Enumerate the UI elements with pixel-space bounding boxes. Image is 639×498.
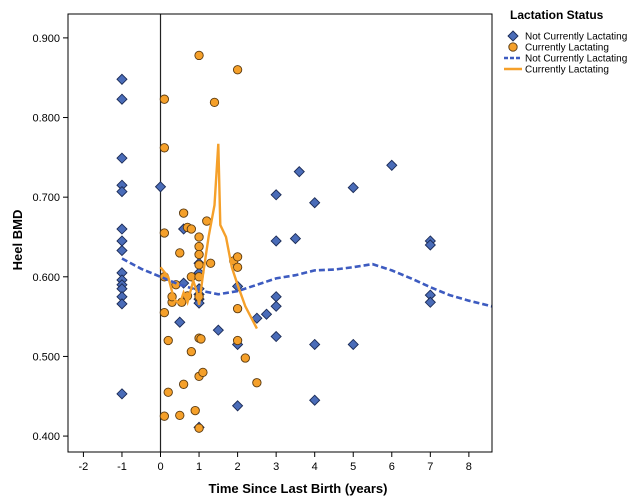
not-lactating-point xyxy=(116,244,128,257)
lactating-point xyxy=(194,232,204,242)
not-lactating-point xyxy=(116,93,128,105)
not-lactating-point xyxy=(116,185,128,198)
x-tick-label: 3 xyxy=(273,461,279,473)
not-lactating-point xyxy=(309,197,321,209)
not-lactating-point xyxy=(289,232,302,245)
y-tick-label: 0.700 xyxy=(32,192,60,204)
x-tick-label: 1 xyxy=(196,461,202,473)
lactating-point xyxy=(159,143,170,153)
not-lactating-fit-line xyxy=(121,257,492,308)
lactating-point xyxy=(190,405,200,416)
legend: Lactation Status Not Currently Lactating… xyxy=(504,8,627,76)
lactating-point xyxy=(186,347,196,357)
lactating-point xyxy=(175,410,185,421)
lactating-point xyxy=(194,260,204,270)
lactating-point xyxy=(159,307,170,318)
lactating-point xyxy=(252,378,262,388)
axes: -2 -1 0 1 2 3 4 5 6 7 8 0.400 0.500 0.600 0.700 0.800 0.… xyxy=(32,13,493,473)
x-tick-label: 4 xyxy=(312,461,318,473)
not-lactating-point xyxy=(116,298,128,310)
plot-area xyxy=(116,14,492,452)
not-lactating-point xyxy=(116,223,128,235)
not-lactating-point xyxy=(116,152,128,164)
x-tick-label: -2 xyxy=(79,461,89,473)
not-lactating-point xyxy=(309,338,321,351)
not-lactating-point xyxy=(177,277,190,289)
y-tick-label: 0.600 xyxy=(32,272,60,284)
y-tick-label: 0.500 xyxy=(32,351,60,363)
plot-frame xyxy=(67,13,493,453)
legend-label: Currently Lactating xyxy=(525,43,609,54)
not-lactating-point xyxy=(270,330,282,343)
not-lactating-point xyxy=(347,338,359,351)
lactating-point xyxy=(178,208,189,218)
y-tick-label: 0.900 xyxy=(32,33,60,45)
lactating-point xyxy=(202,216,212,226)
lactating-fit-line xyxy=(159,143,258,330)
legend-title: Lactation Status xyxy=(510,8,604,22)
not-lactating-point xyxy=(270,291,282,303)
not-lactating-point xyxy=(251,312,263,324)
x-tick-label: -1 xyxy=(117,461,127,473)
lactating-point xyxy=(186,272,196,282)
lactating-point xyxy=(194,50,204,61)
x-tick-label: 6 xyxy=(389,461,395,473)
lactating-point xyxy=(159,228,170,238)
not-lactating-point xyxy=(270,300,282,312)
not-lactating-point xyxy=(231,400,244,412)
lactating-point xyxy=(194,249,204,260)
lactating-point xyxy=(175,248,185,258)
y-tick-label: 0.800 xyxy=(32,113,60,125)
legend-circle-icon xyxy=(508,42,518,52)
x-tick-label: 5 xyxy=(350,461,356,473)
lactating-point xyxy=(186,224,196,234)
lactating-point xyxy=(205,258,216,268)
x-tick-label: 0 xyxy=(157,461,163,473)
lactating-point xyxy=(178,379,189,389)
lactating-point xyxy=(159,94,170,104)
lactating-point xyxy=(209,97,220,108)
lactating-point xyxy=(232,252,243,262)
y-tick-label: 0.400 xyxy=(32,431,60,443)
not-lactating-point xyxy=(386,159,398,171)
not-lactating-point xyxy=(116,235,128,247)
x-tick-label: 8 xyxy=(466,461,472,473)
lactating-point xyxy=(198,367,208,378)
not-lactating-point xyxy=(424,296,436,308)
x-tick-label: 2 xyxy=(235,461,241,473)
legend-label: Not Currently Lactating xyxy=(525,32,627,43)
lactating-point xyxy=(232,335,243,346)
not-lactating-point xyxy=(174,316,186,328)
legend-label: Currently Lactating xyxy=(525,65,609,76)
not-lactating-point xyxy=(212,324,224,336)
not-lactating-point xyxy=(293,166,305,178)
not-lactating-point xyxy=(347,181,359,194)
x-tick-label: 7 xyxy=(427,461,433,473)
lactating-point xyxy=(196,334,206,344)
not-lactating-point xyxy=(116,73,128,85)
lactating-point xyxy=(194,423,204,433)
lactating-point xyxy=(163,387,173,397)
lactating-point xyxy=(159,411,170,421)
not-lactating-point xyxy=(270,189,282,201)
lactating-point xyxy=(232,304,243,314)
x-axis-title: Time Since Last Birth (years) xyxy=(209,481,388,496)
legend-diamond-icon xyxy=(507,30,519,42)
not-lactating-point xyxy=(116,388,128,400)
not-lactating-point xyxy=(154,181,167,193)
not-lactating-point xyxy=(270,235,282,247)
not-lactating-point xyxy=(424,239,436,251)
lactating-point xyxy=(194,241,204,252)
not-lactating-point xyxy=(260,308,273,320)
not-lactating-point xyxy=(309,394,321,406)
lactating-point xyxy=(232,65,243,75)
lactating-point xyxy=(240,353,250,363)
lactating-point xyxy=(232,262,243,272)
legend-label: Not Currently Lactating xyxy=(525,54,627,65)
lactating-point xyxy=(163,335,173,346)
y-axis-title: Heel BMD xyxy=(10,210,25,271)
